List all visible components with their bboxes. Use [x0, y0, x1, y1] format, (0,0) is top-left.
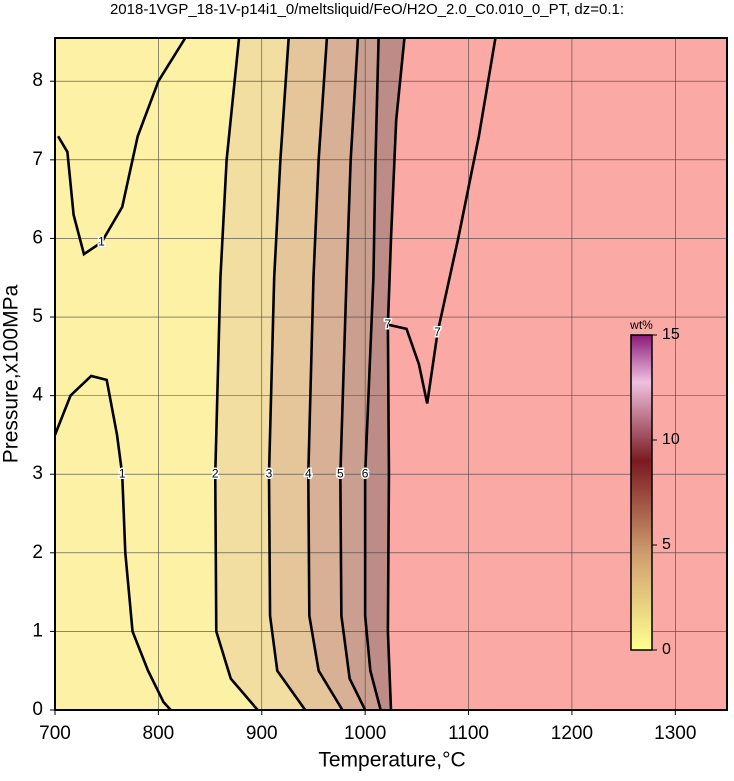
x-tick-label: 1300 — [654, 723, 696, 744]
colorbar-tick-label: 5 — [662, 536, 671, 553]
x-tick-label: 900 — [246, 723, 278, 744]
y-tick-label: 6 — [32, 227, 43, 248]
contour-line — [55, 374, 172, 710]
x-tick-label: 800 — [143, 723, 175, 744]
contour-line — [56, 38, 187, 257]
contour-line — [267, 38, 307, 710]
y-tick-label: 5 — [32, 306, 43, 327]
x-tick-label: 1100 — [448, 723, 489, 744]
contour-line — [339, 38, 367, 710]
contour-band — [387, 38, 727, 710]
contour-label: 7 — [434, 325, 441, 339]
contour-line — [213, 38, 259, 710]
y-tick-label: 1 — [32, 620, 43, 641]
contour-label: 1 — [98, 235, 105, 249]
colorbar-tick-label: 15 — [662, 326, 680, 343]
x-tick-label: 1000 — [344, 723, 386, 744]
colorbar-tick-label: 0 — [662, 641, 671, 658]
y-tick-label: 2 — [32, 542, 43, 563]
contour-label: 1 — [119, 466, 126, 480]
chart-title: 2018-1VGP_18-1V-p14i1_0/meltsliquid/FeO/… — [110, 1, 624, 18]
colorbar-label: wt% — [629, 318, 653, 332]
y-tick-label: 3 — [32, 463, 43, 484]
y-tick-label: 7 — [32, 149, 43, 170]
contour-label: 4 — [305, 466, 312, 480]
x-tick-label: 700 — [39, 723, 71, 744]
contour-label: 2 — [212, 466, 219, 480]
y-tick-label: 8 — [32, 70, 43, 91]
contour-line — [386, 38, 406, 710]
x-tick-label: 1200 — [551, 723, 593, 744]
y-tick-label: 4 — [32, 385, 43, 406]
y-tick-label: 0 — [32, 699, 43, 720]
contour-line — [388, 38, 497, 404]
contour-label: 3 — [266, 466, 273, 480]
contour-label: 6 — [362, 466, 369, 480]
plot-frame — [54, 37, 728, 711]
colorbar — [630, 334, 653, 651]
contour-line — [306, 38, 344, 710]
contour-label: 5 — [337, 466, 344, 480]
colorbar-tick-label: 10 — [662, 431, 680, 448]
y-axis-label: Pressure,x100MPa — [0, 284, 23, 463]
contour-label: 7 — [385, 317, 392, 331]
contour-line — [363, 38, 382, 710]
x-axis-label: Temperature,°C — [318, 749, 465, 772]
